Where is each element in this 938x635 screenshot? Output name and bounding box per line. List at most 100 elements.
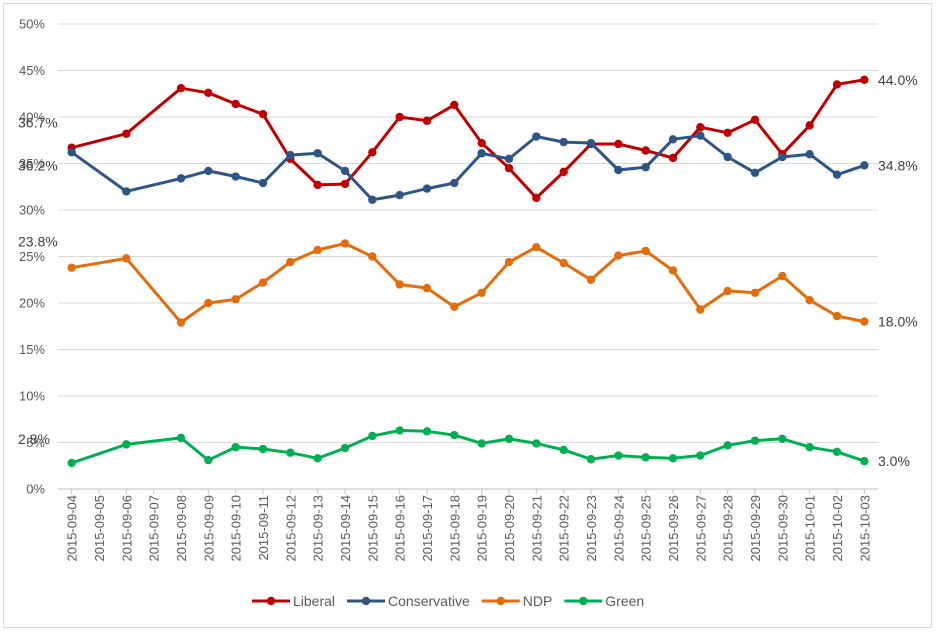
x-tick-label: 2015-09-24 xyxy=(611,495,626,562)
data-point-liberal xyxy=(422,116,432,125)
x-tick-label: 2015-09-12 xyxy=(283,495,298,562)
end-label-ndp: 18.0% xyxy=(878,314,918,330)
data-point-green xyxy=(176,433,186,443)
data-point-conservative xyxy=(641,163,650,172)
data-point-liberal xyxy=(723,128,732,138)
data-point-ndp xyxy=(176,318,186,327)
data-point-green xyxy=(258,444,268,454)
data-point-liberal xyxy=(395,112,404,122)
data-point-green xyxy=(504,434,514,443)
series-line-green xyxy=(70,428,866,465)
series-line-conservative xyxy=(70,134,866,202)
y-tick-label: 20% xyxy=(19,296,45,311)
data-point-liberal xyxy=(477,138,486,148)
data-point-conservative xyxy=(258,178,268,188)
data-point-ndp xyxy=(860,317,869,326)
data-point-conservative xyxy=(340,166,350,176)
data-point-liberal xyxy=(668,153,678,163)
data-point-conservative xyxy=(122,187,131,196)
y-axis-ticks: 0% 5% 10% 15% 20% 25% 30% 35% 40% 45% 50% xyxy=(19,17,45,497)
x-tick-label: 2015-09-17 xyxy=(420,495,435,562)
data-point-ndp xyxy=(477,288,486,297)
series-line-ndp xyxy=(70,242,866,324)
data-point-ndp xyxy=(696,305,705,314)
legend-marker-ndp xyxy=(496,596,505,606)
data-point-ndp xyxy=(586,275,596,284)
data-point-ndp xyxy=(258,278,268,287)
series-green xyxy=(67,426,869,468)
x-tick-label: 2015-09-21 xyxy=(529,495,544,562)
x-tick-label: 2015-09-14 xyxy=(338,495,353,562)
data-point-green xyxy=(750,436,760,445)
end-label-green: 3.0% xyxy=(878,453,910,469)
data-point-conservative xyxy=(668,135,678,144)
y-tick-label: 0% xyxy=(26,482,45,497)
data-point-ndp xyxy=(340,239,350,248)
x-tick-label: 2015-10-01 xyxy=(803,495,818,562)
x-tick-label: 2015-09-25 xyxy=(639,495,654,562)
end-label-conservative: 34.8% xyxy=(878,157,918,173)
x-tick-label: 2015-09-05 xyxy=(92,495,107,562)
start-label-liberal: 36.7% xyxy=(18,115,58,131)
data-point-conservative xyxy=(313,149,322,158)
data-point-ndp xyxy=(778,271,787,281)
data-point-green xyxy=(805,442,814,452)
data-point-green xyxy=(313,454,322,463)
x-tick-label: 2015-09-27 xyxy=(693,495,708,562)
data-point-ndp xyxy=(231,295,240,304)
x-tick-label: 2015-09-19 xyxy=(475,495,490,562)
series-layer xyxy=(67,75,869,468)
y-tick-label: 45% xyxy=(19,63,45,78)
data-point-ndp xyxy=(641,246,650,256)
data-point-ndp xyxy=(122,254,131,263)
end-label-liberal: 44.0% xyxy=(878,72,918,88)
data-point-liberal xyxy=(176,83,186,93)
x-tick-label: 2015-09-30 xyxy=(775,495,790,562)
y-tick-label: 50% xyxy=(19,17,45,32)
data-point-green xyxy=(641,453,650,462)
x-tick-label: 2015-09-10 xyxy=(229,495,244,562)
data-point-liberal xyxy=(231,99,240,109)
data-point-ndp xyxy=(422,283,432,293)
series-line-liberal xyxy=(70,78,866,200)
x-tick-label: 2015-09-06 xyxy=(119,495,134,562)
data-point-conservative xyxy=(614,165,623,175)
data-point-conservative xyxy=(778,152,787,162)
data-point-liberal xyxy=(614,139,623,149)
data-point-green xyxy=(231,442,240,452)
data-point-conservative xyxy=(422,184,432,193)
data-point-liberal xyxy=(832,80,842,89)
x-tick-label: 2015-09-29 xyxy=(748,495,763,562)
data-point-green xyxy=(832,447,842,456)
data-point-conservative xyxy=(368,195,377,204)
data-point-conservative xyxy=(176,174,186,183)
series-ndp xyxy=(67,239,869,327)
data-point-conservative xyxy=(723,152,732,162)
legend-label-green: Green xyxy=(605,593,644,609)
legend-marker-liberal xyxy=(266,596,276,606)
data-point-conservative xyxy=(559,137,568,147)
x-tick-label: 2015-09-20 xyxy=(502,495,517,562)
data-point-liberal xyxy=(340,179,350,189)
legend-marker-conservative xyxy=(361,596,371,606)
gridlines xyxy=(58,23,878,490)
legend-item-conservative: Conservative xyxy=(347,593,470,609)
x-tick-label: 2015-10-03 xyxy=(857,495,872,562)
legend-marker-green xyxy=(579,596,588,606)
legend-item-ndp: NDP xyxy=(481,593,552,609)
legend-label-liberal: Liberal xyxy=(293,593,335,609)
legend: Liberal Conservative NDP Green xyxy=(252,593,644,609)
data-point-conservative xyxy=(860,161,869,170)
data-point-conservative xyxy=(832,170,842,179)
data-point-green xyxy=(614,451,623,460)
data-point-liberal xyxy=(204,88,213,98)
data-point-conservative xyxy=(586,138,596,148)
data-point-ndp xyxy=(750,288,760,297)
data-point-green xyxy=(559,445,568,455)
data-point-ndp xyxy=(832,311,842,321)
data-point-liberal xyxy=(450,100,459,110)
series-conservative xyxy=(67,131,869,204)
data-labels: 36.7% 44.0% 36.2% 34.8% 23.8% 18.0% 2.8% 3.0% xyxy=(18,72,918,469)
x-tick-label: 2015-10-02 xyxy=(830,495,845,562)
